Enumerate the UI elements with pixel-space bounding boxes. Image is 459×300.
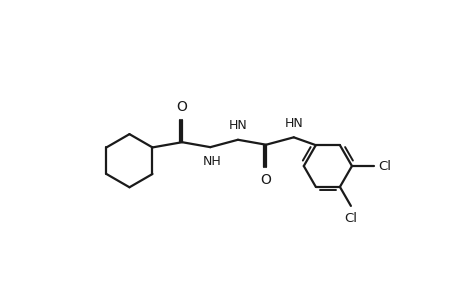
Text: O: O [260,173,271,187]
Text: Cl: Cl [344,212,357,225]
Text: Cl: Cl [377,160,390,172]
Text: O: O [176,100,187,114]
Text: HN: HN [284,116,302,130]
Text: HN: HN [228,119,247,132]
Text: NH: NH [202,155,221,168]
